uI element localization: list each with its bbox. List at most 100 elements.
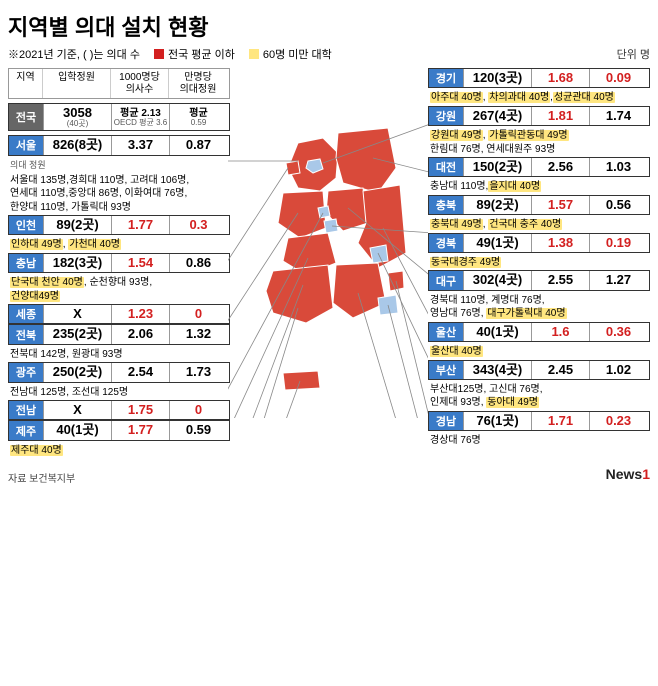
region-row: 부산 343(4곳) 2.45 1.02 <box>428 360 650 380</box>
region-per10k: 1.03 <box>589 158 647 176</box>
region-doc: 1.57 <box>531 196 589 214</box>
region-doc: 2.56 <box>531 158 589 176</box>
region-quota: 343(4곳) <box>463 361 531 379</box>
region-quota: 76(1곳) <box>463 412 531 430</box>
region-block: 경기 120(3곳) 1.68 0.09 아주대 40명, 차의과대 40명,성… <box>428 68 650 106</box>
region-desc: 울산대 40명 <box>428 342 650 360</box>
region-doc: 1.81 <box>531 107 589 125</box>
region-doc: 1.77 <box>111 421 169 439</box>
region-per10k: 0.87 <box>169 136 227 154</box>
region-quota: 182(3곳) <box>43 254 111 272</box>
region-name: 경북 <box>429 234 463 252</box>
national-per10k-main: 평균 <box>189 108 207 119</box>
region-block: 서울 826(8곳) 3.37 0.87 의대 정원서울대 135명,경희대 1… <box>8 135 230 215</box>
page-title: 지역별 의대 설치 현황 <box>8 10 650 42</box>
map-region-gyeongnam <box>333 263 386 318</box>
region-quota: 150(2곳) <box>463 158 531 176</box>
source-label: 자료 보건복지부 <box>8 470 75 485</box>
region-name: 서울 <box>9 136 43 154</box>
region-block: 울산 40(1곳) 1.6 0.36 울산대 40명 <box>428 322 650 360</box>
region-block: 광주 250(2곳) 2.54 1.73 전남대 125명, 조선대 125명 <box>8 362 230 400</box>
national-quota: 3058 (40곳) <box>43 104 111 130</box>
region-name: 강원 <box>429 107 463 125</box>
region-per10k: 0.3 <box>169 216 227 234</box>
region-quota: 89(2곳) <box>463 196 531 214</box>
region-doc: 2.45 <box>531 361 589 379</box>
region-quota: 89(2곳) <box>43 216 111 234</box>
footer: 자료 보건복지부 News1 <box>8 462 650 485</box>
region-doc: 1.75 <box>111 401 169 419</box>
region-name: 대구 <box>429 271 463 289</box>
region-per10k: 1.74 <box>589 107 647 125</box>
infographic-root: 지역별 의대 설치 현황 ※2021년 기준, ( )는 의대 수 전국 평균 … <box>0 0 658 495</box>
region-name: 제주 <box>9 421 43 439</box>
th-doctors: 1000명당의사수 <box>111 69 169 98</box>
region-quota: 826(8곳) <box>43 136 111 154</box>
region-block: 강원 267(4곳) 1.81 1.74 강원대 49명, 가톨릭관동대 49명… <box>428 106 650 157</box>
region-per10k: 0.56 <box>589 196 647 214</box>
region-desc: 아주대 40명, 차의과대 40명,성균관대 40명 <box>428 88 650 106</box>
region-name: 충남 <box>9 254 43 272</box>
region-doc: 1.6 <box>531 323 589 341</box>
legend-below-swatch <box>154 49 164 59</box>
region-row: 인천 89(2곳) 1.77 0.3 <box>8 215 230 235</box>
region-name: 경기 <box>429 69 463 87</box>
region-desc: 강원대 49명, 가톨릭관동대 49명한림대 76명, 연세대원주 93명 <box>428 126 650 157</box>
right-column: 경기 120(3곳) 1.68 0.09 아주대 40명, 차의과대 40명,성… <box>428 68 650 458</box>
region-quota: 40(1곳) <box>463 323 531 341</box>
region-doc: 1.77 <box>111 216 169 234</box>
legend: ※2021년 기준, ( )는 의대 수 전국 평균 이하 60명 미만 대학 <box>8 46 332 62</box>
national-quota-sub: (40곳) <box>67 120 89 128</box>
national-quota-main: 3058 <box>63 106 92 120</box>
region-per10k: 1.27 <box>589 271 647 289</box>
map-column <box>234 68 424 458</box>
region-doc: 2.55 <box>531 271 589 289</box>
region-block: 제주 40(1곳) 1.77 0.59 제주대 40명 <box>8 420 230 458</box>
region-row: 세종 X 1.23 0 <box>8 304 230 324</box>
map-region-sejong <box>318 206 330 218</box>
region-doc: 1.54 <box>111 254 169 272</box>
region-quota: X <box>43 401 111 419</box>
region-block: 부산 343(4곳) 2.45 1.02 부산대125명, 고신대 76명,인제… <box>428 360 650 411</box>
region-doc: 1.71 <box>531 412 589 430</box>
region-per10k: 0.09 <box>589 69 647 87</box>
region-doc: 1.23 <box>111 305 169 323</box>
region-name: 부산 <box>429 361 463 379</box>
left-column: 지역 입학정원 1000명당의사수 만명당의대정원 전국 3058 (40곳) … <box>8 68 230 458</box>
region-desc: 경북대 110명, 계명대 76명,영남대 76명, 대구가톨릭대 40명 <box>428 291 650 322</box>
region-row: 경기 120(3곳) 1.68 0.09 <box>428 68 650 88</box>
region-name: 대전 <box>429 158 463 176</box>
region-block: 대전 150(2곳) 2.56 1.03 충남대 110명,을지대 40명 <box>428 157 650 195</box>
legend-under60: 60명 미만 대학 <box>249 46 332 62</box>
region-name: 전북 <box>9 325 43 343</box>
region-per10k: 1.73 <box>169 363 227 381</box>
region-name: 울산 <box>429 323 463 341</box>
region-desc: 부산대125명, 고신대 76명,인제대 93명, 동아대 49명 <box>428 380 650 411</box>
region-per10k: 0 <box>169 305 227 323</box>
region-name: 충북 <box>429 196 463 214</box>
national-per10k: 평균 0.59 <box>169 104 227 130</box>
region-desc: 전북대 142명, 원광대 93명 <box>8 345 230 363</box>
region-doc: 3.37 <box>111 136 169 154</box>
map-region-daegu <box>370 245 388 263</box>
desc-label: 의대 정원 <box>8 156 230 171</box>
region-doc: 1.68 <box>531 69 589 87</box>
region-name: 경남 <box>429 412 463 430</box>
region-doc: 2.06 <box>111 325 169 343</box>
region-row: 광주 250(2곳) 2.54 1.73 <box>8 362 230 382</box>
legend-below-avg: 전국 평균 이하 <box>154 46 235 62</box>
region-per10k: 0.36 <box>589 323 647 341</box>
th-per10k: 만명당의대정원 <box>169 69 227 98</box>
region-doc: 1.38 <box>531 234 589 252</box>
region-desc: 동국대경주 49명 <box>428 253 650 271</box>
national-doc: 평균 2.13 OECD 평균 3.6 <box>111 104 169 130</box>
map-region-gangwon <box>336 128 396 193</box>
national-per10k-sub: 0.59 <box>191 119 207 127</box>
region-block: 경남 76(1곳) 1.71 0.23 경상대 76명 <box>428 411 650 449</box>
region-block: 인천 89(2곳) 1.77 0.3 인하대 49명, 가천대 40명 <box>8 215 230 253</box>
region-block: 충남 182(3곳) 1.54 0.86 단국대 천안 40명, 순천향대 93… <box>8 253 230 304</box>
region-per10k: 0.59 <box>169 421 227 439</box>
region-doc: 2.54 <box>111 363 169 381</box>
region-block: 전북 235(2곳) 2.06 1.32 전북대 142명, 원광대 93명 <box>8 324 230 362</box>
korea-map <box>228 108 428 418</box>
